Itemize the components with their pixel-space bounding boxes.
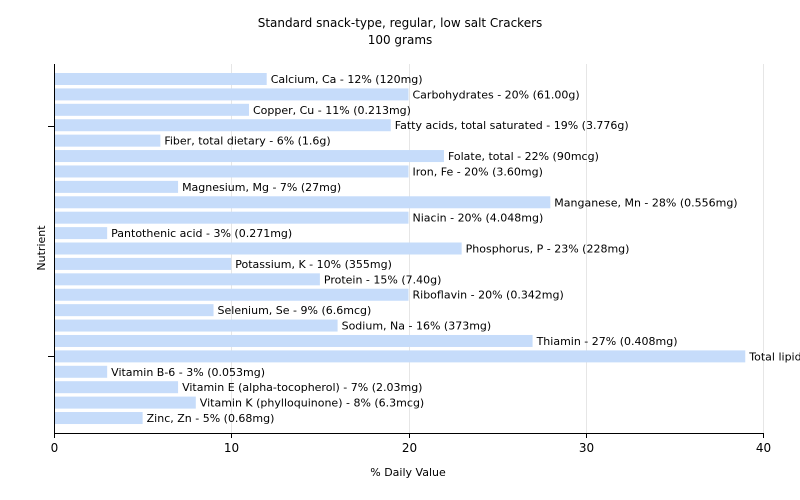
bar-label: Iron, Fe - 20% (3.60mg)	[413, 165, 543, 178]
bar-label: Folate, total - 22% (90mcg)	[448, 150, 599, 163]
bar-label: Total lipid (fat) - 39% (25.30g)	[748, 350, 800, 363]
bar-label: Calcium, Ca - 12% (120mg)	[271, 73, 423, 86]
bar	[55, 288, 409, 301]
bar	[55, 103, 249, 116]
bar	[55, 150, 444, 163]
x-tick-label: 20	[402, 441, 417, 455]
x-tick-label: 10	[224, 441, 239, 455]
bar-label: Copper, Cu - 11% (0.213mg)	[253, 104, 411, 117]
chart-subtitle: 100 grams	[368, 33, 433, 47]
bar	[55, 350, 746, 363]
bar-label: Zinc, Zn - 5% (0.68mg)	[147, 412, 275, 425]
bar-label: Pantothenic acid - 3% (0.271mg)	[111, 227, 292, 240]
bar	[55, 304, 214, 317]
bar-label: Vitamin K (phylloquinone) - 8% (6.3mcg)	[200, 397, 424, 410]
chart-title: Standard snack-type, regular, low salt C…	[258, 16, 543, 30]
bar	[55, 211, 409, 224]
bar-label: Niacin - 20% (4.048mg)	[413, 212, 544, 225]
bar	[55, 381, 179, 394]
bar	[55, 257, 232, 270]
bar	[55, 273, 320, 286]
bar-label: Sodium, Na - 16% (373mg)	[342, 320, 492, 333]
bar	[55, 119, 391, 132]
bar-label: Vitamin B-6 - 3% (0.053mg)	[111, 366, 265, 379]
bar-label: Thiamin - 27% (0.408mg)	[536, 335, 678, 348]
bar	[55, 88, 409, 101]
bar-label: Protein - 15% (7.40g)	[324, 273, 442, 286]
bar-label: Carbohydrates - 20% (61.00g)	[413, 88, 580, 101]
axes: 0 10 20 30 40	[48, 64, 771, 455]
bar	[55, 165, 409, 178]
bar	[55, 196, 551, 209]
bar	[55, 319, 338, 332]
bar	[55, 396, 196, 409]
bar	[55, 365, 108, 378]
bar-label: Magnesium, Mg - 7% (27mg)	[182, 181, 341, 194]
bar	[55, 73, 267, 85]
bar	[55, 227, 108, 240]
bar-label: Fatty acids, total saturated - 19% (3.77…	[395, 119, 629, 132]
bar	[55, 180, 179, 193]
x-tick-label: 0	[51, 441, 59, 455]
x-axis-label: % Daily Value	[370, 466, 446, 479]
bar-label: Potassium, K - 10% (355mg)	[235, 258, 392, 271]
bar-label: Fiber, total dietary - 6% (1.6g)	[164, 135, 330, 148]
bar-label: Riboflavin - 20% (0.342mg)	[413, 289, 564, 302]
y-axis-label: Nutrient	[35, 225, 48, 271]
bar-label: Manganese, Mn - 28% (0.556mg)	[554, 196, 737, 209]
bars: Calcium, Ca - 12% (120mg) Carbohydrates -…	[55, 73, 800, 425]
bar-label: Vitamin E (alpha-tocopherol) - 7% (2.03m…	[182, 381, 422, 394]
x-tick-label: 30	[579, 441, 594, 455]
bar	[55, 334, 533, 347]
bar	[55, 412, 143, 425]
x-tick-label: 40	[756, 441, 771, 455]
bar-label: Phosphorus, P - 23% (228mg)	[466, 243, 630, 256]
bar-label: Selenium, Se - 9% (6.6mcg)	[218, 304, 372, 317]
bar	[55, 134, 161, 147]
bar	[55, 242, 462, 255]
